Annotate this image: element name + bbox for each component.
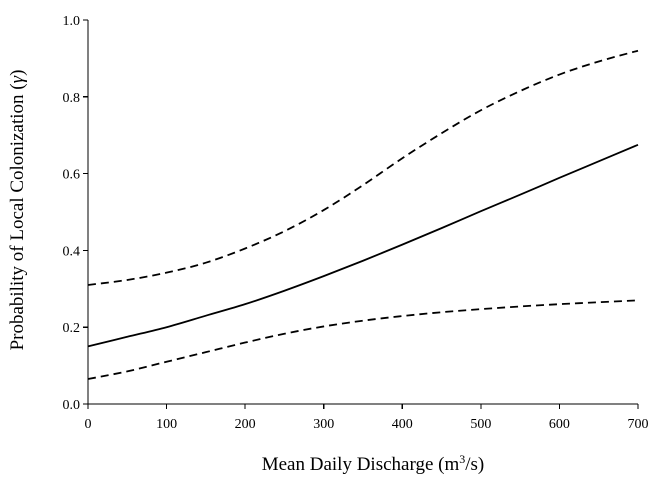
y-axis-title: Probability of Local Colonization (γ) [7, 70, 28, 351]
y-tick-label: 0.4 [63, 244, 81, 259]
y-tick-label: 0.0 [63, 398, 81, 413]
y-axis-title-suffix: ) [7, 70, 28, 76]
x-axis: 0 100 200 300 400 500 600 700 [85, 403, 649, 432]
x-tick-label: 300 [313, 417, 334, 432]
x-tick-label: 700 [628, 417, 649, 432]
x-tick-label: 0 [85, 417, 92, 432]
y-tick-label: 0.8 [63, 91, 81, 106]
x-tick-label: 400 [392, 417, 413, 432]
series-line-estimate [87, 143, 639, 348]
y-axis: 0.0 0.2 0.4 0.6 0.8 1.0 [63, 14, 89, 413]
x-axis-title-superscript: 3 [459, 452, 465, 466]
series-line-upper-bound [87, 49, 639, 286]
y-tick-label: 1.0 [63, 14, 81, 29]
x-axis-title-prefix: Mean Daily Discharge (m [262, 454, 460, 475]
series-line-lower-bound [87, 299, 639, 380]
x-tick-label: 100 [156, 417, 177, 432]
x-tick-label: 500 [470, 417, 491, 432]
y-axis-title-prefix: Probability of Local Colonization ( [7, 83, 28, 350]
x-axis-title-suffix: /s) [465, 454, 484, 475]
y-axis-title-symbol: γ [7, 75, 28, 83]
x-axis-title: Mean Daily Discharge (m3/s) [262, 452, 485, 475]
x-tick-label: 600 [549, 417, 570, 432]
x-tick-label: 200 [235, 417, 256, 432]
series-layer [87, 49, 639, 380]
y-tick-label: 0.6 [63, 168, 81, 183]
y-tick-label: 0.2 [63, 321, 81, 336]
